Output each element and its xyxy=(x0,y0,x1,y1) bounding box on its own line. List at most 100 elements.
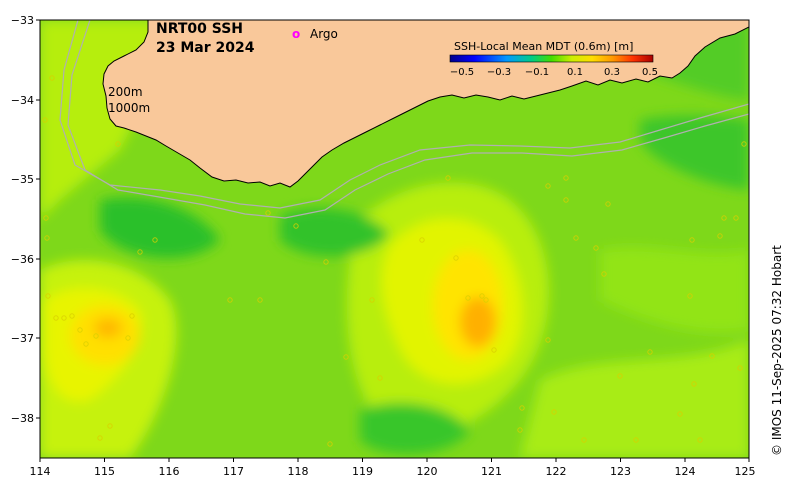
argo-float-marker xyxy=(491,347,497,353)
colorbar-tick: 0.1 xyxy=(567,67,583,78)
argo-float-marker xyxy=(519,405,525,411)
map-title: NRT00 SSH xyxy=(156,21,243,37)
argo-float-marker xyxy=(709,353,715,359)
imos-credit: © IMOS 11-Sep-2025 07:32 Hobart xyxy=(770,245,784,456)
argo-float-marker xyxy=(445,175,451,181)
argo-float-marker xyxy=(83,341,89,347)
argo-float-marker xyxy=(677,411,683,417)
argo-float-marker xyxy=(741,141,747,147)
argo-float-marker xyxy=(369,297,375,303)
argo-float-marker xyxy=(563,175,569,181)
isobath-lines xyxy=(59,20,749,219)
y-tick-label: −37 xyxy=(11,332,34,345)
argo-float-marker xyxy=(689,237,695,243)
colorbar-tick: −0.1 xyxy=(525,67,549,78)
argo-float-marker xyxy=(327,441,333,447)
argo-float-marker xyxy=(377,375,383,381)
argo-float-marker xyxy=(137,249,143,255)
y-tick-label: −35 xyxy=(11,173,34,186)
x-tick-label: 119 xyxy=(352,465,373,478)
x-tick-label: 121 xyxy=(481,465,502,478)
argo-float-marker xyxy=(42,117,48,123)
colorbar-scale xyxy=(449,54,654,63)
x-tick-label: 125 xyxy=(735,465,756,478)
argo-float-marker xyxy=(733,215,739,221)
x-tick-label: 123 xyxy=(610,465,631,478)
plot-frame xyxy=(39,19,750,459)
argo-float-marker xyxy=(227,297,233,303)
map-date: 23 Mar 2024 xyxy=(156,40,255,56)
x-tick-label: 115 xyxy=(94,465,115,478)
argo-float-marker xyxy=(517,427,523,433)
argo-float-marker xyxy=(601,271,607,277)
y-tick-label: −33 xyxy=(11,14,34,27)
argo-float-marker xyxy=(323,259,329,265)
x-tick-label: 114 xyxy=(30,465,51,478)
isobath-label-1000m: 1000m xyxy=(108,101,150,115)
colorbar-title: SSH-Local Mean MDT (0.6m) [m] xyxy=(454,40,633,53)
argo-float-marker xyxy=(53,315,59,321)
argo-float-marker xyxy=(97,435,103,441)
argo-float-marker xyxy=(545,183,551,189)
argo-float-marker xyxy=(152,237,158,243)
argo-floats xyxy=(42,75,747,447)
y-tick-label: −38 xyxy=(11,412,34,425)
x-tick-label: 118 xyxy=(288,465,309,478)
argo-float-marker xyxy=(465,295,471,301)
argo-float-marker xyxy=(633,437,639,443)
x-tick-label: 122 xyxy=(546,465,567,478)
argo-float-marker xyxy=(483,297,489,303)
colorbar: SSH-Local Mean MDT (0.6m) [m] −0.5 −0.3 … xyxy=(449,40,658,78)
argo-float-marker xyxy=(593,245,599,251)
argo-float-marker xyxy=(49,75,55,81)
argo-float-marker xyxy=(44,235,50,241)
y-axis: −33 −34 −35 −36 −37 −38 xyxy=(11,14,40,425)
isobath-label-200m: 200m xyxy=(108,85,143,99)
colorbar-tick: 0.5 xyxy=(642,67,658,78)
x-tick-label: 124 xyxy=(675,465,696,478)
argo-float-marker xyxy=(45,293,51,299)
argo-float-marker xyxy=(257,297,263,303)
argo-float-marker xyxy=(573,235,579,241)
argo-float-marker xyxy=(691,381,697,387)
argo-float-marker xyxy=(115,141,121,147)
argo-float-marker xyxy=(107,423,113,429)
y-tick-label: −34 xyxy=(11,94,34,107)
y-tick-label: −36 xyxy=(11,253,34,266)
argo-float-marker xyxy=(717,233,723,239)
isobath-1000m xyxy=(67,20,749,219)
argo-float-marker xyxy=(125,335,131,341)
argo-float-marker xyxy=(265,210,271,216)
argo-float-marker xyxy=(69,313,75,319)
argo-legend-label: Argo xyxy=(310,27,338,41)
argo-float-marker xyxy=(617,373,623,379)
argo-float-marker xyxy=(479,293,485,299)
argo-float-marker xyxy=(545,337,551,343)
isobath-200m xyxy=(59,20,749,209)
x-axis: 114 115 116 117 118 119 120 121 122 123 … xyxy=(30,458,756,478)
colorbar-tick: 0.3 xyxy=(604,67,620,78)
x-tick-label: 117 xyxy=(223,465,244,478)
argo-float-marker xyxy=(61,315,67,321)
argo-float-marker xyxy=(293,223,299,229)
argo-float-marker xyxy=(343,354,349,360)
argo-float-marker xyxy=(77,327,83,333)
colorbar-tick: −0.3 xyxy=(487,67,511,78)
argo-float-marker xyxy=(687,293,693,299)
argo-float-marker xyxy=(453,255,459,261)
argo-float-marker xyxy=(43,215,49,221)
colorbar-tick: −0.5 xyxy=(450,67,474,78)
argo-float-marker xyxy=(697,437,703,443)
argo-float-marker xyxy=(721,215,727,221)
argo-float-marker xyxy=(551,409,557,415)
argo-float-marker xyxy=(419,237,425,243)
argo-float-marker xyxy=(93,333,99,339)
argo-float-marker xyxy=(605,201,611,207)
argo-float-marker xyxy=(737,365,743,371)
argo-float-marker xyxy=(563,197,569,203)
argo-float-marker xyxy=(581,437,587,443)
argo-legend-icon: o xyxy=(292,27,300,41)
argo-float-marker xyxy=(129,313,135,319)
x-tick-label: 120 xyxy=(417,465,438,478)
